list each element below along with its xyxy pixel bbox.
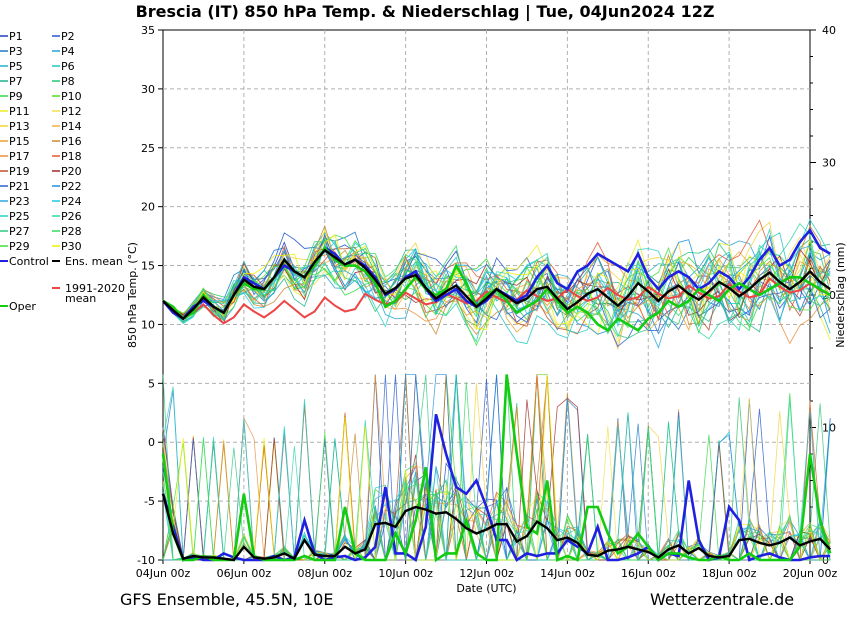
legend-label-p30: P30 — [61, 240, 82, 253]
member-precip-line-p5 — [163, 374, 831, 562]
legend-label-control: Control — [9, 255, 49, 268]
member-precip-line-p16 — [162, 376, 831, 561]
x-tick-label: 08Jun 00z — [298, 567, 353, 580]
legend-label-mean: Ens. mean — [65, 255, 123, 268]
climatology-line — [162, 276, 831, 325]
member-precip-line-p25 — [162, 386, 831, 562]
y2-tick-label: 30 — [822, 157, 836, 170]
legend-label-p22: P22 — [61, 180, 82, 193]
legend-label-clim-2: mean — [65, 292, 96, 305]
legend-label-p4: P4 — [61, 45, 75, 58]
member-precip-line-p22 — [162, 374, 831, 562]
member-precip-line-p4 — [162, 374, 831, 561]
member-temp-line-p15 — [162, 250, 831, 333]
x-tick-label: 06Jun 00z — [217, 567, 272, 580]
chart-title: Brescia (IT) 850 hPa Temp. & Niederschla… — [135, 2, 715, 21]
y-tick-label: 30 — [141, 83, 155, 96]
temp-line-ensmean — [162, 248, 831, 321]
member-precip-line-p9 — [162, 374, 831, 561]
legend-label-p15: P15 — [9, 135, 30, 148]
member-precip-line-p28 — [162, 381, 831, 562]
member-precip-line-p18 — [162, 374, 831, 562]
legend-label-p29: P29 — [9, 240, 30, 253]
legend-label-p18: P18 — [61, 150, 82, 163]
legend-label-p27: P27 — [9, 225, 30, 238]
legend-label-p8: P8 — [61, 75, 75, 88]
y2-axis-label: Niederschlag (mm) — [834, 242, 847, 347]
member-temp-line-p29 — [162, 239, 831, 347]
member-precip-line-p13 — [162, 374, 831, 561]
x-tick-label: 20Jun 00z — [783, 567, 838, 580]
legend-label-p19: P19 — [9, 165, 30, 178]
member-precip-line-p19 — [162, 374, 831, 562]
legend-label-p20: P20 — [61, 165, 82, 178]
member-precip-line-p21 — [163, 374, 831, 562]
y2-tick-label: 10 — [822, 422, 836, 435]
member-precip-line-p30 — [162, 375, 831, 562]
member-precip-line-p2 — [162, 374, 831, 561]
member-precip-line-p10 — [162, 374, 831, 561]
x-axis-label: Date (UTC) — [456, 582, 516, 595]
member-precip-line-p14 — [163, 374, 831, 562]
y-tick-label: -5 — [144, 495, 155, 508]
member-precip-line-p8 — [163, 374, 831, 562]
legend-label-p1: P1 — [9, 30, 23, 43]
member-temp-line-p30 — [162, 234, 831, 331]
x-tick-label: 12Jun 00z — [459, 567, 514, 580]
legend-label-p17: P17 — [9, 150, 30, 163]
member-precip-line-p26 — [162, 397, 831, 562]
x-tick-label: 18Jun 00z — [702, 567, 757, 580]
y-tick-label: 25 — [141, 142, 155, 155]
x-tick-label: 14Jun 00z — [540, 567, 595, 580]
member-precip-line-p1 — [162, 374, 831, 562]
y2-tick-label: 0 — [822, 554, 829, 567]
member-precip-line-p3 — [162, 390, 831, 561]
legend-label-p13: P13 — [9, 120, 30, 133]
x-tick-label: 10Jun 00z — [378, 567, 433, 580]
y-tick-label: 0 — [148, 436, 155, 449]
legend-label-p23: P23 — [9, 195, 30, 208]
legend-label-p9: P9 — [9, 90, 23, 103]
legend-label-p2: P2 — [61, 30, 75, 43]
member-temp-line-p3 — [162, 231, 831, 335]
legend-label-p14: P14 — [61, 120, 82, 133]
legend-label-oper: Oper — [9, 300, 36, 313]
y-tick-label: -10 — [137, 554, 155, 567]
y-tick-label: 20 — [141, 201, 155, 214]
legend-label-p6: P6 — [61, 60, 75, 73]
legend-label-p3: P3 — [9, 45, 23, 58]
precip-line-oper — [161, 374, 832, 563]
y-tick-label: 35 — [141, 24, 155, 37]
legend-label-p10: P10 — [61, 90, 82, 103]
member-precip-line-p27 — [162, 374, 831, 561]
legend-label-p7: P7 — [9, 75, 23, 88]
legend-label-p16: P16 — [61, 135, 82, 148]
member-precip-line-p12 — [162, 397, 831, 562]
y-tick-label: 10 — [141, 318, 155, 331]
y2-tick-label: 40 — [822, 24, 836, 37]
legend-label-p11: P11 — [9, 105, 30, 118]
legend-label-p28: P28 — [61, 225, 82, 238]
precip-line-ensmean — [161, 493, 832, 562]
legend-label-p12: P12 — [61, 105, 82, 118]
member-temp-line-p21 — [162, 233, 831, 348]
legend-label-p25: P25 — [9, 210, 30, 223]
member-precip-line-p15 — [163, 374, 831, 562]
y-tick-label: 15 — [141, 260, 155, 273]
member-precip-line-p23 — [163, 374, 831, 562]
y-axis-label: 850 hPa Temp. (°C) — [126, 242, 139, 348]
legend-label-p21: P21 — [9, 180, 30, 193]
x-tick-label: 04Jun 00z — [136, 567, 191, 580]
model-location-label: GFS Ensemble, 45.5N, 10E — [120, 590, 334, 609]
site-brand-label: Wetterzentrale.de — [650, 590, 795, 609]
legend-label-clim: 1991-2020 — [65, 282, 125, 295]
legend-label-p5: P5 — [9, 60, 23, 73]
y-tick-label: 5 — [148, 377, 155, 390]
legend-label-p24: P24 — [61, 195, 82, 208]
x-tick-label: 16Jun 00z — [621, 567, 676, 580]
legend-label-p26: P26 — [61, 210, 82, 223]
